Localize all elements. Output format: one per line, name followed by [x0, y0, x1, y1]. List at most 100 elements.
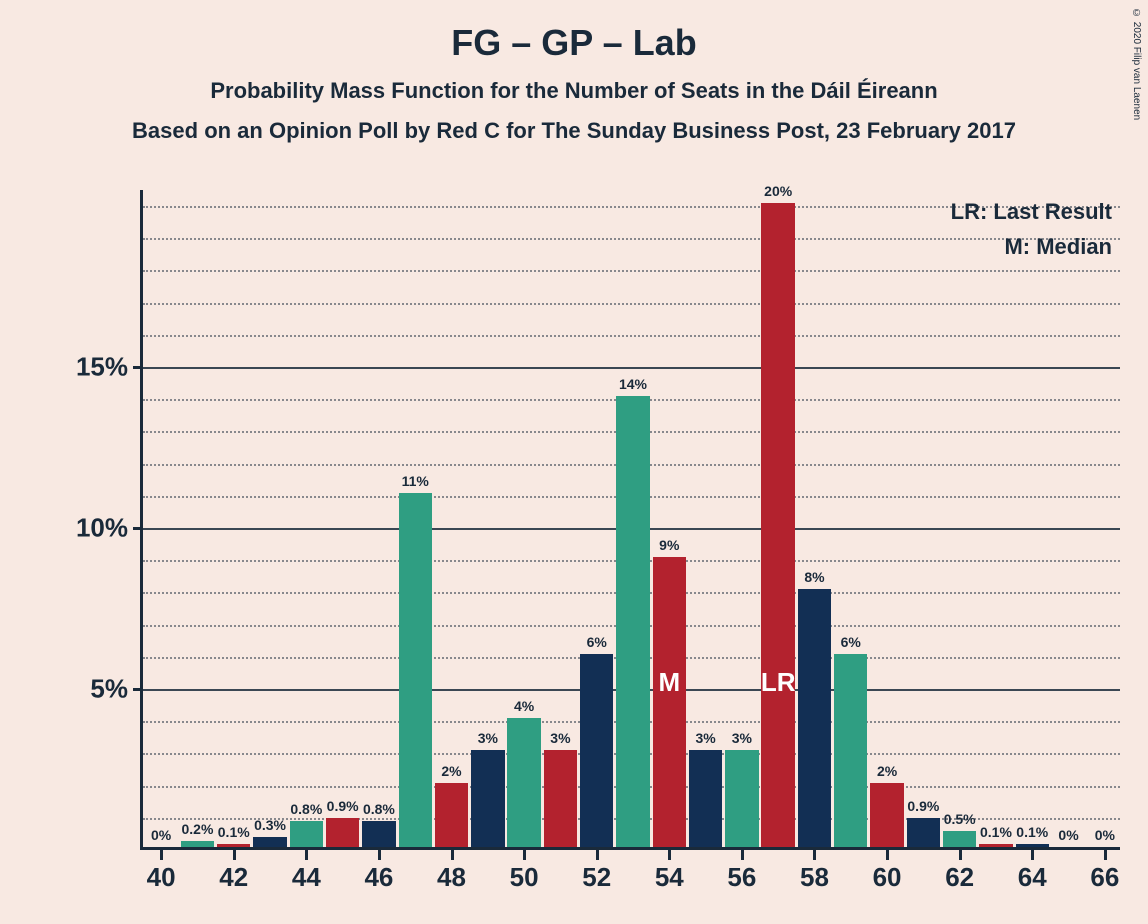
gridline-minor — [143, 303, 1120, 305]
bar-value-label: 0.8% — [363, 801, 395, 817]
x-tick — [886, 850, 889, 860]
bar-value-label: 0.1% — [1016, 824, 1048, 840]
bar-value-label: 3% — [732, 730, 752, 746]
bar-value-label: 6% — [587, 634, 607, 650]
x-axis-label: 44 — [292, 862, 321, 893]
bar — [290, 821, 323, 847]
bar — [399, 493, 432, 847]
bar-value-label: 2% — [877, 763, 897, 779]
bar — [544, 750, 577, 847]
copyright-text: © 2020 Filip van Laenen — [1131, 8, 1142, 120]
bar-annotation: M — [658, 667, 680, 698]
x-tick — [596, 850, 599, 860]
bar-value-label: 0% — [1058, 827, 1078, 843]
bar — [253, 837, 286, 847]
bar-annotation: LR — [761, 667, 796, 698]
bar — [580, 654, 613, 847]
x-axis-label: 48 — [437, 862, 466, 893]
bar-value-label: 0.9% — [327, 798, 359, 814]
bar-value-label: 9% — [659, 537, 679, 553]
chart-area: 5%10%15% LR: Last Result M: Median 40424… — [70, 190, 1130, 890]
x-tick — [959, 850, 962, 860]
bar-value-label: 0.1% — [980, 824, 1012, 840]
bar-value-label: 20% — [764, 183, 792, 199]
bar — [653, 557, 686, 847]
gridline-minor — [143, 238, 1120, 240]
bar — [870, 783, 903, 847]
bar-value-label: 4% — [514, 698, 534, 714]
x-tick — [1104, 850, 1107, 860]
x-axis-label: 50 — [510, 862, 539, 893]
gridline-minor — [143, 206, 1120, 208]
gridline-minor — [143, 335, 1120, 337]
y-axis: 5%10%15% — [70, 190, 140, 850]
bar — [979, 844, 1012, 847]
bar — [217, 844, 250, 847]
bar-value-label: 0.5% — [944, 811, 976, 827]
bar — [1016, 844, 1049, 847]
bar-value-label: 11% — [402, 473, 429, 489]
bar — [761, 203, 794, 847]
bar — [798, 589, 831, 847]
bar-value-label: 0.1% — [218, 824, 250, 840]
bar-value-label: 2% — [441, 763, 461, 779]
bar — [435, 783, 468, 847]
bar — [326, 818, 359, 847]
titles-block: FG – GP – Lab Probability Mass Function … — [0, 0, 1148, 144]
x-axis-label: 54 — [655, 862, 684, 893]
x-tick — [1031, 850, 1034, 860]
bar — [725, 750, 758, 847]
x-tick — [668, 850, 671, 860]
y-tick — [133, 688, 143, 691]
bar-value-label: 0% — [151, 827, 171, 843]
x-axis-label: 58 — [800, 862, 829, 893]
x-tick — [305, 850, 308, 860]
x-axis-label: 42 — [219, 862, 248, 893]
bar — [907, 818, 940, 847]
bar-value-label: 0% — [1095, 827, 1115, 843]
x-tick — [451, 850, 454, 860]
bar — [471, 750, 504, 847]
gridline-major — [143, 367, 1120, 369]
x-tick — [233, 850, 236, 860]
legend-last-result: LR: Last Result — [951, 194, 1112, 229]
bar-value-label: 0.3% — [254, 817, 286, 833]
bar — [362, 821, 395, 847]
bar — [689, 750, 722, 847]
x-axis-label: 60 — [873, 862, 902, 893]
y-axis-label: 5% — [90, 674, 128, 705]
x-axis-label: 46 — [364, 862, 393, 893]
bar-value-label: 14% — [619, 376, 647, 392]
y-axis-label: 10% — [76, 513, 128, 544]
x-axis-label: 66 — [1090, 862, 1119, 893]
x-tick — [160, 850, 163, 860]
x-tick — [741, 850, 744, 860]
gridline-minor — [143, 270, 1120, 272]
bar — [507, 718, 540, 847]
bar-value-label: 0.8% — [290, 801, 322, 817]
x-axis-label: 52 — [582, 862, 611, 893]
bar-value-label: 0.9% — [907, 798, 939, 814]
bar — [181, 841, 214, 847]
bar-value-label: 8% — [804, 569, 824, 585]
x-tick — [378, 850, 381, 860]
legend-median: M: Median — [951, 229, 1112, 264]
legend: LR: Last Result M: Median — [951, 194, 1112, 264]
x-axis-label: 62 — [945, 862, 974, 893]
x-tick — [813, 850, 816, 860]
plot-area: LR: Last Result M: Median 40424446485052… — [140, 190, 1120, 850]
bar-value-label: 6% — [841, 634, 861, 650]
bar-value-label: 0.2% — [181, 821, 213, 837]
y-tick — [133, 366, 143, 369]
y-tick — [133, 527, 143, 530]
x-axis-label: 64 — [1018, 862, 1047, 893]
chart-title: FG – GP – Lab — [0, 22, 1148, 64]
bar-value-label: 3% — [695, 730, 715, 746]
x-axis-label: 56 — [727, 862, 756, 893]
bar — [834, 654, 867, 847]
bar-value-label: 3% — [550, 730, 570, 746]
chart-subtitle-1: Probability Mass Function for the Number… — [0, 78, 1148, 104]
x-tick — [523, 850, 526, 860]
x-axis-label: 40 — [147, 862, 176, 893]
bar — [943, 831, 976, 847]
